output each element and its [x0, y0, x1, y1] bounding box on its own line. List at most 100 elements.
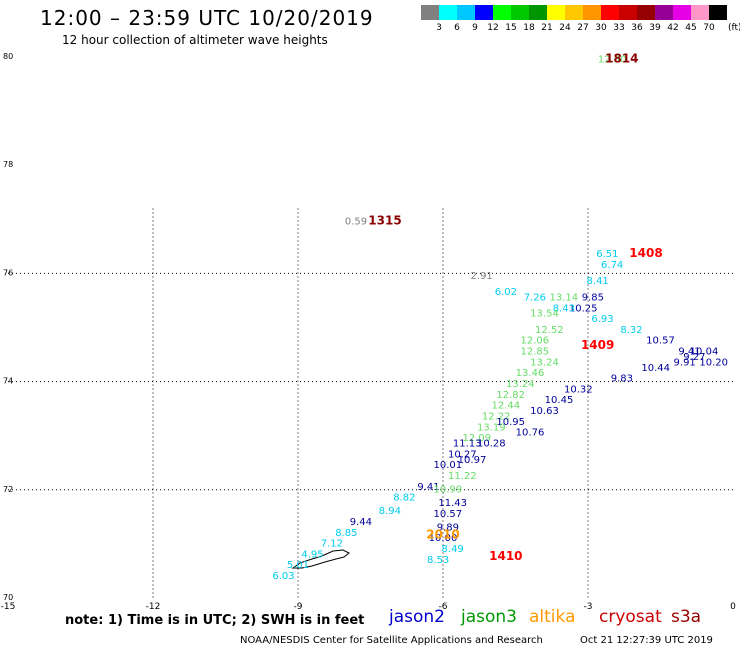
- wave-height-value: 2.91: [471, 271, 493, 282]
- scale-swatch: [475, 5, 493, 20]
- scale-swatch: [637, 5, 655, 20]
- scale-swatch: [655, 5, 673, 20]
- wave-height-value: 10.20: [699, 357, 728, 368]
- wave-height-value: 7.12: [321, 539, 343, 550]
- scale-swatch: [457, 5, 475, 20]
- wave-height-value: 10.01: [434, 460, 463, 471]
- wave-height-value: 4.95: [301, 549, 323, 560]
- x-tick-label: -6: [439, 602, 448, 612]
- wave-height-value: 8.53: [427, 555, 449, 566]
- wave-height-value: 13.19: [477, 422, 506, 433]
- land-outline: [291, 549, 350, 569]
- wave-height-value: 12.44: [492, 401, 521, 412]
- scale-label: 70: [703, 23, 715, 33]
- wave-height-value: 6.03: [272, 571, 294, 582]
- jan-mayen-island: [291, 549, 350, 569]
- wave-height-value: 11.13: [453, 439, 482, 450]
- x-tick-label: 0: [730, 602, 736, 612]
- credit-text: NOAA/NESDIS Center for Satellite Applica…: [240, 635, 543, 646]
- wave-height-value: 10.27: [448, 449, 477, 460]
- scale-label: 33: [613, 23, 625, 33]
- x-tick-label: -12: [146, 602, 161, 612]
- wave-height-value: 8.41: [587, 276, 609, 287]
- wave-height-value: 6.74: [601, 260, 623, 271]
- scale-label: 45: [685, 23, 697, 33]
- wave-height-value: 8.85: [335, 528, 357, 539]
- scale-label: 21: [541, 23, 553, 33]
- legend-altika: altika: [529, 607, 576, 627]
- scale-label: 30: [595, 23, 607, 33]
- wave-height-value: 6.51: [596, 249, 618, 260]
- wave-height-value: 10.25: [569, 303, 598, 314]
- scale-label: 39: [649, 23, 661, 33]
- wave-height-value: 13.24: [506, 379, 535, 390]
- scale-label: 3: [436, 23, 442, 33]
- y-tick-label: 76: [3, 268, 13, 277]
- y-tick-label: 70: [3, 593, 13, 602]
- wave-height-value: 10.76: [516, 428, 545, 439]
- x-tick-label: -9: [294, 602, 303, 612]
- wave-height-value: 13.54: [530, 309, 559, 320]
- wave-height-value: 6.93: [591, 314, 613, 325]
- wave-height-value: 10.00: [429, 533, 458, 544]
- legend-cryosat: cryosat: [599, 607, 662, 627]
- wave-height-value: 6.02: [495, 287, 517, 298]
- scale-swatch: [529, 5, 547, 20]
- wave-height-value: 7.26: [524, 292, 546, 303]
- wave-height-value: 12.82: [496, 390, 525, 401]
- legend-jason3: jason3: [461, 607, 517, 627]
- wave-height-value: 8.32: [620, 325, 642, 336]
- scale-label: 15: [505, 23, 517, 33]
- wave-height-value: 9.85: [582, 292, 604, 303]
- scale-swatch: [583, 5, 601, 20]
- time-label: 1408: [629, 246, 662, 260]
- wave-height-value: 10.57: [434, 509, 463, 520]
- wave-height-value: 10.28: [477, 439, 506, 450]
- wave-height-value: 9.91: [674, 357, 696, 368]
- wave-height-value: 10.97: [458, 455, 487, 466]
- wave-height-value: 10.63: [530, 406, 559, 417]
- wave-height-value: 13.14: [550, 292, 579, 303]
- wave-height-value: 10.04: [690, 347, 719, 358]
- scale-swatch: [691, 5, 709, 20]
- wave-height-value: 9.41: [678, 347, 700, 358]
- wave-height-value: 9.44: [350, 517, 372, 528]
- wave-height-value: 9.27: [683, 352, 705, 363]
- scale-swatch: [709, 5, 727, 20]
- scale-label: 9: [472, 23, 478, 33]
- data-points: 12.50 0.59 2.91 6.516.74 8.41 9.85 6.02 10.25 7.…: [272, 51, 728, 582]
- time-label: 1315: [368, 214, 401, 228]
- scale-unit: (ft): [728, 23, 740, 33]
- wave-height-value: 9.83: [611, 374, 633, 385]
- wave-height-value: 8.82: [393, 493, 415, 504]
- page-subtitle: 12 hour collection of altimeter wave hei…: [62, 33, 328, 47]
- wave-height-value: 8.94: [379, 506, 401, 517]
- scale-label: 36: [631, 23, 643, 33]
- wave-height-value: 10.32: [564, 384, 593, 395]
- time-label: 1409: [581, 338, 614, 352]
- scale-swatch: [547, 5, 565, 20]
- y-tick-label: 80: [3, 52, 13, 61]
- wave-height-value: 10.45: [545, 395, 574, 406]
- timestamp-text: Oct 21 12:27:39 UTC 2019: [580, 635, 713, 646]
- x-tick-label: -3: [584, 602, 593, 612]
- scale-swatch: [493, 5, 511, 20]
- wave-height-value: 13.46: [516, 368, 545, 379]
- wave-height-value: 9.41: [417, 482, 439, 493]
- scale-swatch: [601, 5, 619, 20]
- wave-height-value: 10.44: [641, 363, 670, 374]
- scale-swatch: [439, 5, 457, 20]
- wave-height-value: 10.99: [434, 485, 463, 496]
- scale-label: 27: [577, 23, 589, 33]
- wave-height-value: 12.06: [521, 336, 550, 347]
- wave-height-value: 5.01: [287, 560, 309, 571]
- scale-label: 24: [559, 23, 571, 33]
- scale-swatch: [619, 5, 637, 20]
- axis-ticks: 70 72 74 76 78 80 -15 -12 -9 -6 -3 0: [1, 52, 736, 612]
- y-tick-label: 78: [3, 160, 13, 169]
- map-grid: [8, 208, 733, 598]
- wave-height-value: 8.43: [553, 303, 575, 314]
- wave-height-value: 12.50: [598, 54, 627, 65]
- wave-height-value: 11.43: [438, 498, 467, 509]
